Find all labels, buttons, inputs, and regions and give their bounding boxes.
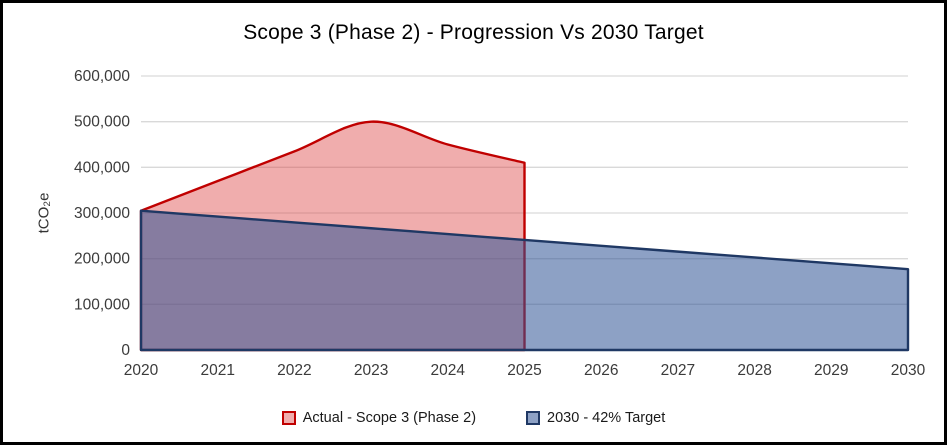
svg-text:2028: 2028 [737, 362, 771, 379]
svg-text:2027: 2027 [661, 362, 695, 379]
svg-text:2024: 2024 [431, 362, 466, 379]
svg-text:2020: 2020 [124, 362, 159, 379]
legend-item-actual: Actual - Scope 3 (Phase 2) [281, 410, 477, 426]
chart-title: Scope 3 (Phase 2) - Progression Vs 2030 … [243, 21, 704, 44]
svg-text:2030: 2030 [891, 362, 926, 379]
legend-item-target: 2030 - 42% Target [526, 410, 665, 426]
legend-label-actual: Actual - Scope 3 (Phase 2) [302, 410, 477, 426]
plot-area: 0 100,000 200,000 300,000 400,000 500,000 600,… [74, 68, 926, 379]
svg-text:300,000: 300,000 [74, 205, 130, 222]
svg-text:2021: 2021 [200, 362, 234, 379]
svg-text:0: 0 [121, 342, 130, 359]
svg-text:2023: 2023 [354, 362, 388, 379]
legend-label-target: 2030 - 42% Target [547, 410, 666, 426]
svg-text:500,000: 500,000 [74, 114, 130, 131]
svg-text:600,000: 600,000 [74, 68, 130, 85]
svg-text:2025: 2025 [507, 362, 541, 379]
legend-swatch-target-icon [526, 411, 541, 425]
svg-text:2029: 2029 [814, 362, 848, 379]
svg-text:100,000: 100,000 [74, 296, 130, 313]
svg-text:2026: 2026 [584, 362, 618, 379]
legend-swatch-actual-icon [281, 411, 296, 425]
svg-text:200,000: 200,000 [74, 251, 130, 268]
y-axis-title: tCO₂e [35, 192, 53, 234]
svg-text:2022: 2022 [277, 362, 311, 379]
legend: Actual - Scope 3 (Phase 2) 2030 - 42% Ta… [3, 410, 944, 426]
svg-text:400,000: 400,000 [74, 159, 130, 176]
